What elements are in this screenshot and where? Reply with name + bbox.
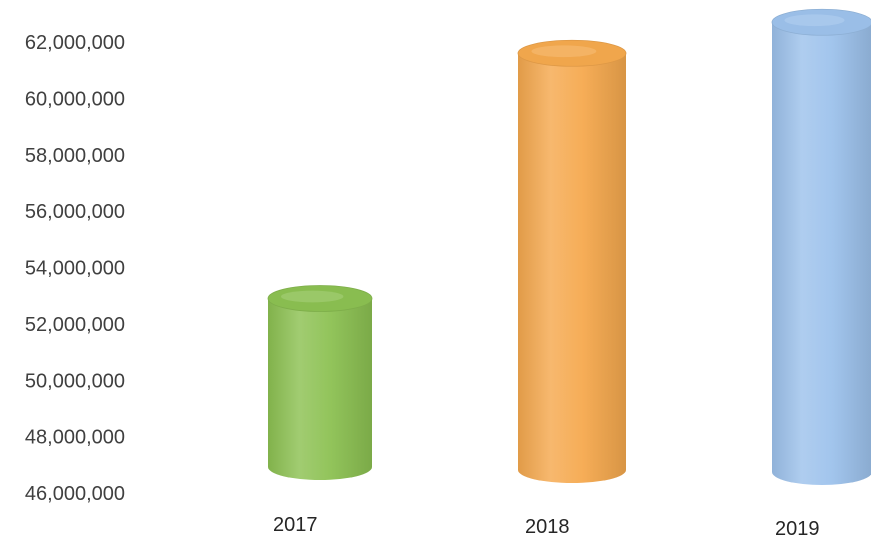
y-tick-label: 54,000,000 [25, 258, 125, 280]
y-tick-label: 56,000,000 [25, 201, 125, 223]
y-tick-label: 58,000,000 [25, 145, 125, 167]
cylinder-body [772, 22, 871, 485]
y-tick-label: 46,000,000 [25, 483, 125, 505]
x-tick-label: 2017 [273, 514, 318, 536]
bars [267, 8, 871, 485]
cylinder-top-highlight [784, 14, 845, 27]
y-tick-label: 48,000,000 [25, 427, 125, 449]
y-tick-label: 52,000,000 [25, 314, 125, 336]
cylinder-top-highlight [281, 290, 344, 303]
x-tick-label: 2018 [525, 516, 570, 538]
y-tick-label: 62,000,000 [25, 32, 125, 54]
y-tick-label: 50,000,000 [25, 370, 125, 392]
y-tick-label: 60,000,000 [25, 88, 125, 110]
x-tick-label: 2019 [775, 518, 820, 540]
cylinder-body [518, 53, 626, 484]
x-axis: 2017 2018 2019 [273, 514, 820, 540]
bar-2018 [517, 39, 627, 484]
cylinder-top-highlight [531, 45, 597, 58]
bar-2017 [267, 285, 373, 480]
bar-2019 [771, 8, 871, 485]
cylinder-body [268, 298, 372, 480]
y-axis: 46,000,000 48,000,000 50,000,000 52,000,000… [25, 32, 125, 505]
